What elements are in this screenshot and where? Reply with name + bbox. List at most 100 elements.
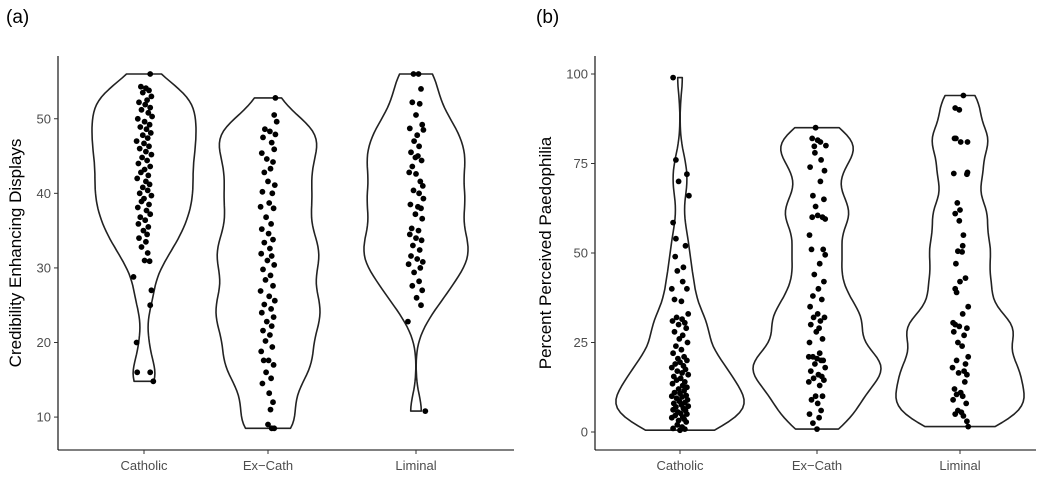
data-point — [810, 375, 817, 382]
data-point — [138, 83, 144, 90]
data-point — [954, 200, 961, 206]
data-point — [952, 210, 959, 217]
data-point — [810, 314, 817, 321]
data-point — [962, 275, 969, 281]
data-point — [268, 425, 275, 432]
data-point — [267, 272, 274, 279]
data-point — [685, 371, 692, 378]
data-point — [810, 192, 816, 199]
data-point — [136, 145, 143, 152]
data-point — [821, 377, 827, 383]
data-point — [418, 205, 424, 212]
data-point — [135, 221, 142, 227]
data-point — [408, 225, 415, 232]
data-point — [143, 126, 150, 133]
data-point — [805, 379, 812, 385]
data-point — [266, 293, 273, 300]
data-point — [147, 163, 154, 170]
data-point — [146, 143, 152, 150]
data-point — [147, 130, 154, 136]
data-point — [144, 250, 151, 256]
data-point — [412, 154, 419, 161]
data-point — [258, 226, 265, 233]
data-point — [959, 311, 966, 317]
data-point — [146, 87, 152, 94]
data-point — [963, 400, 970, 407]
data-point — [957, 278, 963, 285]
data-point — [411, 138, 417, 145]
data-point — [148, 151, 155, 158]
data-point — [147, 302, 154, 309]
data-point — [952, 411, 959, 417]
data-point — [266, 200, 273, 206]
data-point — [135, 160, 142, 167]
data-point — [957, 139, 964, 145]
data-point — [269, 190, 276, 197]
data-point — [272, 131, 279, 138]
data-point — [417, 265, 424, 271]
data-point — [679, 370, 685, 376]
data-point — [408, 253, 414, 259]
data-point — [812, 203, 819, 210]
violin-catholic — [615, 76, 745, 431]
data-point — [422, 408, 429, 414]
x-tick-label: Liminal — [939, 458, 980, 473]
data-point — [953, 289, 960, 296]
data-point — [136, 190, 143, 197]
violin-ex-cath — [752, 126, 882, 430]
data-point — [143, 238, 149, 245]
data-point — [138, 198, 145, 205]
data-point — [671, 296, 678, 303]
data-point — [271, 112, 278, 118]
data-point — [265, 178, 271, 185]
data-point — [674, 421, 681, 428]
data-point — [807, 303, 813, 310]
data-point — [138, 244, 145, 250]
panel-a: 10 20 30 40 50 Catholic Ex−Cath Liminal Credibil… — [6, 56, 514, 473]
data-point — [681, 319, 688, 326]
data-point — [258, 348, 265, 355]
data-point — [807, 164, 813, 171]
data-point — [964, 325, 970, 332]
data-point — [419, 287, 426, 294]
data-point — [259, 380, 266, 387]
data-point — [406, 125, 413, 132]
data-point — [147, 104, 154, 111]
data-point — [813, 328, 820, 335]
data-point — [821, 314, 828, 321]
data-point — [953, 357, 960, 364]
data-point — [950, 396, 956, 403]
data-point — [260, 357, 267, 364]
data-point — [271, 297, 278, 304]
data-point — [668, 414, 675, 421]
data-point — [267, 128, 273, 135]
data-point — [267, 332, 273, 338]
data-point — [263, 369, 269, 376]
data-point — [145, 109, 152, 116]
data-point — [965, 303, 972, 310]
data-point — [812, 393, 819, 400]
data-point — [806, 339, 813, 346]
data-point — [809, 214, 816, 221]
data-point — [962, 361, 969, 367]
data-point — [817, 139, 824, 145]
data-point — [418, 86, 424, 92]
data-point — [814, 400, 821, 407]
data-point — [683, 419, 690, 425]
data-point — [812, 124, 819, 131]
data-point — [265, 230, 272, 237]
x-tick-label: Catholic — [121, 458, 168, 473]
data-point — [960, 232, 967, 239]
data-point — [142, 217, 149, 224]
data-point — [262, 277, 269, 283]
data-point — [682, 242, 689, 249]
data-point — [811, 143, 818, 150]
data-point — [809, 135, 816, 142]
data-point — [673, 343, 679, 349]
data-point — [964, 371, 970, 378]
data-point — [818, 296, 825, 303]
data-point — [670, 219, 676, 226]
data-point — [134, 204, 141, 211]
data-point — [416, 247, 423, 253]
y-axis-title: Credibility Enhancing Displays — [6, 139, 25, 368]
